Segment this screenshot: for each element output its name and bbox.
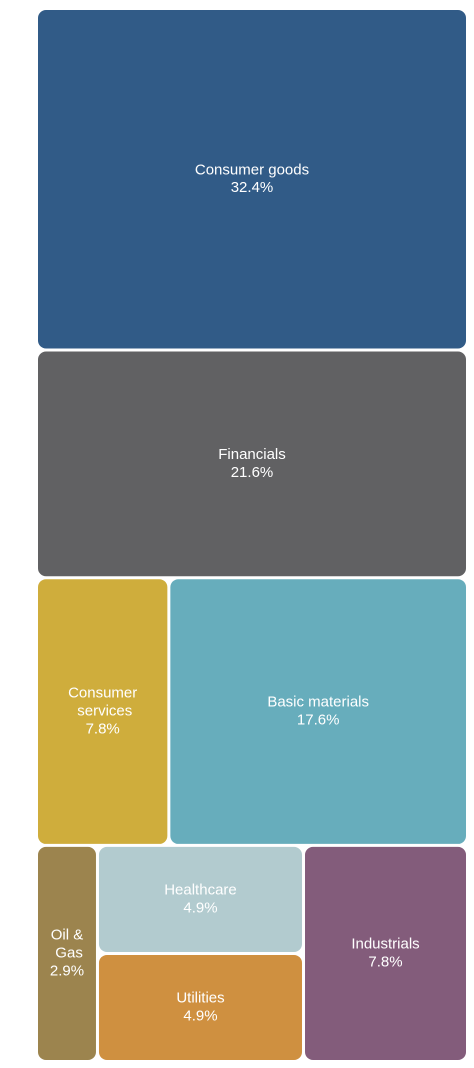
tile xyxy=(305,846,466,1060)
tile-label: Consumer goods xyxy=(195,161,309,178)
label-line: Oil & xyxy=(51,926,84,943)
tile-value: 21.6% xyxy=(231,464,274,481)
label-line: Consumer xyxy=(68,685,137,702)
tile xyxy=(38,846,96,1060)
tile-label: Utilities xyxy=(176,989,224,1006)
tile-value: 7.8% xyxy=(86,721,120,738)
tile-value: 7.8% xyxy=(368,953,402,970)
label-line: Financials xyxy=(218,446,286,463)
label-line: Healthcare xyxy=(164,881,237,898)
tile-label: Basic materials xyxy=(267,694,369,711)
tile-value: 2.9% xyxy=(50,962,84,979)
tile-label: Healthcare xyxy=(164,881,237,898)
label-line: Consumer goods xyxy=(195,161,309,178)
tile-value: 4.9% xyxy=(183,1007,217,1024)
tile xyxy=(98,954,303,1060)
tile-label: Industrials xyxy=(351,935,419,952)
tile xyxy=(38,351,466,577)
label-line: Industrials xyxy=(351,935,419,952)
label-line: Utilities xyxy=(176,989,224,1006)
tile-value: 32.4% xyxy=(231,179,274,196)
label-line: Basic materials xyxy=(267,694,369,711)
tile-label: Financials xyxy=(218,446,286,463)
tile-value: 4.9% xyxy=(183,899,217,916)
label-line: Gas xyxy=(51,944,83,961)
tile xyxy=(38,10,466,349)
tile xyxy=(38,579,168,844)
tile xyxy=(170,579,467,844)
tile-label: Consumer services xyxy=(68,685,137,720)
tile xyxy=(98,846,303,952)
label-line: services xyxy=(73,703,132,720)
tile-value: 17.6% xyxy=(297,712,340,729)
tile-label: Oil & Gas xyxy=(51,926,84,961)
